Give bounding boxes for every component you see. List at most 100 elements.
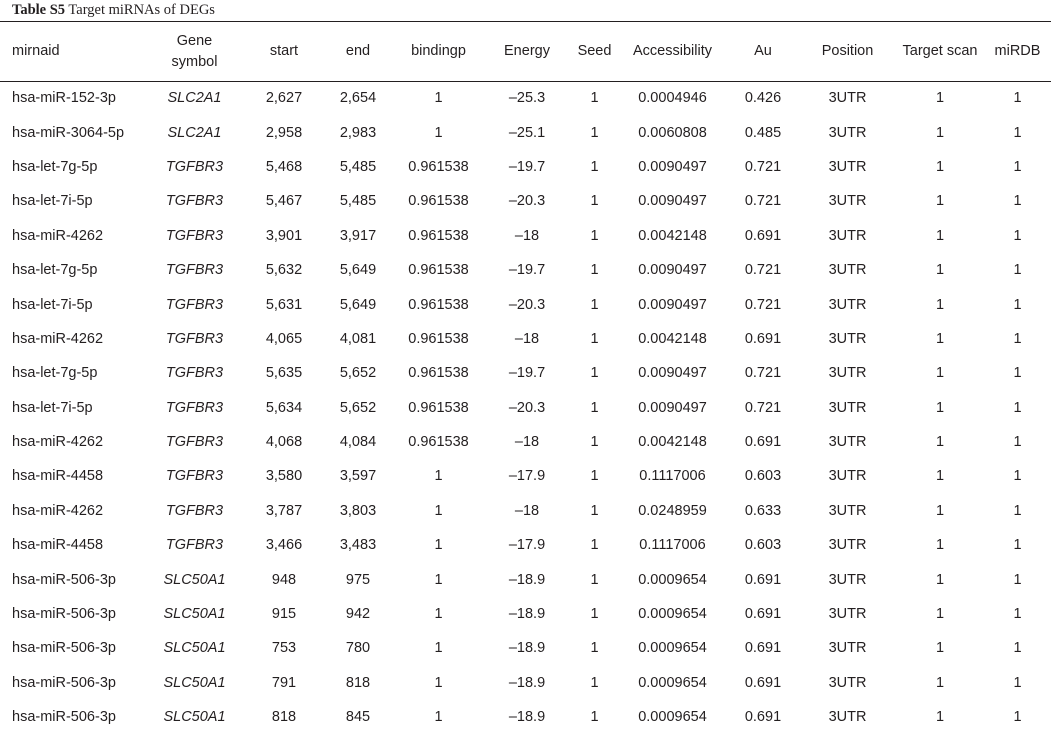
cell-mirnaid: hsa-miR-506-3p [12,640,116,657]
cell-position: 3UTR [828,124,867,141]
cell-au: 0.603 [744,537,782,554]
cell-bindingp: 1 [434,90,443,107]
cell-bindingp: 0.961538 [408,227,469,244]
cell-target-scan: 1 [935,502,945,519]
cell-accessibility: 0.0090497 [638,399,707,416]
table-row: hsa-let-7i-5p TGFBR3 5,634 5,652 0.961538 –20… [0,391,1051,425]
cell-bindingp: 1 [434,709,443,726]
cell-position: 3UTR [828,468,867,485]
cell-mirnaid: hsa-miR-506-3p [12,571,116,588]
cell-bindingp: 0.961538 [408,434,469,451]
cell-position: 3UTR [828,434,867,451]
table-caption: Table S5 Target miRNAs of DEGs [12,1,215,20]
cell-target-scan: 1 [935,227,945,244]
cell-bindingp: 1 [434,571,443,588]
table-body: hsa-miR-152-3p SLC2A1 2,627 2,654 1 –25.3 1 0.0… [0,81,1051,734]
cell-mirnaid: hsa-miR-4458 [12,537,104,554]
cell-mirnaid: hsa-let-7i-5p [12,399,93,416]
cell-seed: 1 [590,399,599,416]
col-header-au: Au [754,43,772,59]
cell-target-scan: 1 [935,537,945,554]
cell-start: 4,068 [265,434,303,451]
cell-position: 3UTR [828,640,867,657]
cell-gene-symbol: TGFBR3 [165,468,224,485]
cell-end: 5,485 [339,158,377,175]
cell-seed: 1 [590,365,599,382]
cell-au: 0.691 [744,330,782,347]
cell-target-scan: 1 [935,399,945,416]
cell-energy: –18.9 [508,606,546,623]
cell-accessibility: 0.0009654 [638,571,707,588]
cell-mirdb: 1 [1013,709,1022,726]
cell-bindingp: 1 [434,640,443,657]
cell-seed: 1 [590,468,599,485]
cell-position: 3UTR [828,537,867,554]
cell-au: 0.691 [744,640,782,657]
cell-target-scan: 1 [935,90,945,107]
cell-end: 2,654 [339,90,377,107]
cell-mirdb: 1 [1013,158,1022,175]
cell-mirnaid: hsa-miR-506-3p [12,674,116,691]
cell-seed: 1 [590,674,599,691]
cell-mirnaid: hsa-let-7g-5p [12,365,98,382]
table-row: hsa-miR-4458 TGFBR3 3,466 3,483 1 –17.9 1 0.111… [0,528,1051,562]
cell-gene-symbol: SLC50A1 [163,640,226,657]
cell-target-scan: 1 [935,262,945,279]
cell-energy: –18.9 [508,709,546,726]
cell-energy: –19.7 [508,158,546,175]
table-row: hsa-miR-4262 TGFBR3 3,901 3,917 0.961538 –18 1… [0,219,1051,253]
table-row: hsa-let-7g-5p TGFBR3 5,632 5,649 0.961538 –19… [0,253,1051,287]
cell-target-scan: 1 [935,124,945,141]
cell-position: 3UTR [828,674,867,691]
cell-au: 0.721 [744,193,782,210]
col-header-start: start [269,43,299,59]
cell-mirnaid: hsa-miR-4262 [12,227,104,244]
cell-bindingp: 0.961538 [408,330,469,347]
cell-energy: –17.9 [508,468,546,485]
cell-bindingp: 0.961538 [408,262,469,279]
col-header-end: end [345,43,371,59]
cell-energy: –18.9 [508,571,546,588]
cell-gene-symbol: TGFBR3 [165,434,224,451]
cell-start: 3,466 [265,537,303,554]
cell-target-scan: 1 [935,365,945,382]
cell-end: 818 [345,674,371,691]
cell-energy: –18 [514,227,540,244]
table-top-rule [0,21,1051,22]
cell-gene-symbol: SLC50A1 [163,571,226,588]
cell-start: 4,065 [265,330,303,347]
cell-mirdb: 1 [1013,640,1022,657]
cell-mirnaid: hsa-miR-506-3p [12,606,116,623]
col-header-accessibility: Accessibility [633,43,712,59]
cell-energy: –19.7 [508,365,546,382]
cell-au: 0.691 [744,709,782,726]
table-row: hsa-miR-4262 TGFBR3 4,068 4,084 0.961538 –18 1… [0,425,1051,459]
cell-target-scan: 1 [935,158,945,175]
table-row: hsa-miR-506-3p SLC50A1 818 845 1 –18.9 1 0.0009… [0,700,1051,734]
cell-au: 0.485 [744,124,782,141]
cell-position: 3UTR [828,399,867,416]
cell-seed: 1 [590,434,599,451]
cell-bindingp: 1 [434,468,443,485]
cell-au: 0.721 [744,262,782,279]
col-header-gene-symbol: Gene symbol [143,22,246,81]
cell-position: 3UTR [828,709,867,726]
cell-end: 5,649 [339,262,377,279]
cell-mirnaid: hsa-miR-4458 [12,468,104,485]
cell-position: 3UTR [828,502,867,519]
table-row: hsa-miR-152-3p SLC2A1 2,627 2,654 1 –25.3 1 0.0… [0,81,1051,115]
cell-accessibility: 0.0042148 [638,330,707,347]
cell-mirnaid: hsa-miR-506-3p [12,709,116,726]
cell-gene-symbol: TGFBR3 [165,227,224,244]
cell-bindingp: 1 [434,124,443,141]
cell-start: 915 [271,606,297,623]
table-caption-text: Target miRNAs of DEGs [65,2,215,18]
cell-position: 3UTR [828,227,867,244]
cell-end: 975 [345,571,371,588]
cell-bindingp: 1 [434,502,443,519]
cell-mirdb: 1 [1013,571,1022,588]
cell-start: 5,468 [265,158,303,175]
cell-accessibility: 0.0090497 [638,158,707,175]
cell-gene-symbol: TGFBR3 [165,502,224,519]
cell-energy: –20.3 [508,296,546,313]
